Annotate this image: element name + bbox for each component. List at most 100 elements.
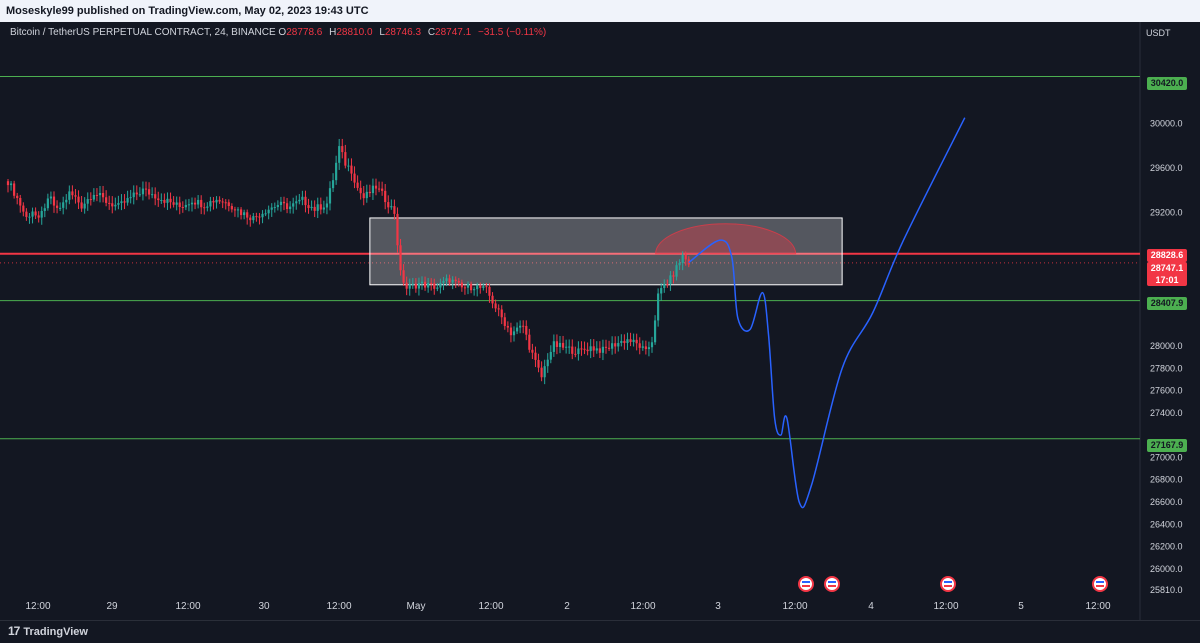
candle-body: [166, 198, 169, 203]
time-tick-label: 29: [106, 601, 118, 612]
time-tick-label: 12:00: [782, 601, 807, 612]
candle-body: [473, 289, 476, 291]
tradingview-mark-icon: 17: [8, 624, 20, 638]
candle-body: [31, 211, 34, 217]
candle-body: [151, 194, 154, 196]
candle-body: [362, 193, 365, 199]
candle-body: [479, 285, 482, 288]
candle-body: [350, 165, 353, 174]
candle-body: [457, 281, 460, 283]
candle-body: [341, 146, 344, 153]
candle-body: [534, 352, 537, 360]
candle-body: [338, 146, 341, 163]
current-price-tag: 28747.1 17:01: [1147, 262, 1187, 286]
candle-body: [178, 202, 181, 208]
candle-body: [368, 191, 371, 194]
current-price-value: 28747.1: [1150, 263, 1184, 273]
candle-body: [476, 285, 479, 290]
candle-body: [172, 202, 175, 205]
candle-body: [71, 191, 74, 196]
event-icons-layer: [798, 576, 1108, 592]
candle-body: [684, 254, 687, 260]
candle-body: [62, 202, 65, 208]
candle-body: [439, 282, 442, 288]
candle-body: [546, 359, 549, 367]
candle-body: [261, 213, 264, 218]
candle-body: [135, 192, 138, 195]
open-label: O: [278, 27, 287, 38]
symbol-legend: Bitcoin / TetherUS PERPETUAL CONTRACT, 2…: [10, 27, 550, 38]
candle-body: [279, 201, 283, 206]
candle-body: [157, 198, 160, 201]
time-tick-label: 2: [564, 601, 570, 612]
candle-body: [325, 203, 329, 208]
candle-body: [611, 343, 614, 349]
chart-pane: [0, 22, 1141, 620]
candle-body: [568, 346, 571, 348]
candle-body: [549, 351, 552, 360]
flag-circle: [940, 576, 956, 592]
candle-body: [644, 346, 647, 350]
candle-body: [22, 205, 25, 212]
candle-body: [574, 353, 577, 355]
candle-body: [565, 346, 568, 348]
flag-stripe: [944, 585, 952, 587]
us-flag-icon: [824, 576, 840, 592]
candle-body: [252, 216, 255, 221]
candle-body: [463, 287, 467, 289]
flag-circle: [798, 576, 814, 592]
candle-body: [193, 202, 197, 205]
candle-body: [276, 205, 279, 208]
candle-body: [154, 194, 157, 199]
candle-body: [52, 196, 56, 206]
candle-body: [190, 202, 194, 205]
candle-body: [580, 348, 583, 350]
candle-body: [270, 207, 273, 210]
candle-body: [522, 325, 525, 327]
candle-body: [40, 210, 43, 218]
candle-body: [273, 207, 276, 209]
candle-body: [92, 194, 95, 200]
candle-body: [417, 283, 421, 289]
price-tick-label: 26200.0: [1150, 542, 1183, 552]
price-tick-label: 27400.0: [1150, 408, 1183, 418]
high-value: 28810.0: [336, 27, 373, 38]
candle-body: [65, 199, 68, 203]
candle-body: [555, 341, 559, 347]
candle-body: [451, 279, 454, 283]
candle-body: [114, 204, 117, 207]
candle-body: [175, 202, 178, 205]
candle-body: [436, 287, 439, 289]
candle-body: [28, 216, 31, 218]
candle-body: [206, 206, 209, 208]
candle-body: [525, 325, 528, 335]
time-tick-label: 5: [1018, 601, 1024, 612]
candle-body: [68, 191, 71, 200]
candle-body: [282, 201, 286, 204]
price-tick-label: 26600.0: [1150, 497, 1183, 507]
candle-body: [255, 216, 258, 218]
candle-body: [224, 202, 227, 204]
candle-body: [531, 349, 534, 353]
flag-stripe: [1096, 585, 1104, 587]
candle-body: [129, 197, 132, 199]
candle-body: [669, 275, 672, 285]
candle-body: [595, 348, 598, 351]
candle-body: [132, 192, 135, 198]
candle-body: [322, 207, 325, 210]
tradingview-logo[interactable]: 17 TradingView: [8, 621, 88, 643]
close-value: 28747.1: [435, 27, 472, 38]
candle-body: [227, 202, 230, 207]
price-chart[interactable]: 30000.0 29600.0 29200.0 28000.0 27800.0 27600…: [0, 22, 1200, 620]
candle-body: [301, 196, 304, 200]
candle-body: [197, 199, 200, 205]
close-label: C: [427, 27, 436, 38]
candle-body: [411, 283, 414, 285]
candle-body: [6, 181, 10, 186]
projection-path: [688, 117, 966, 509]
candle-body: [34, 211, 37, 216]
candle-body: [101, 193, 105, 198]
candle-body: [353, 173, 356, 183]
candle-body: [552, 341, 555, 352]
candle-body: [592, 346, 595, 351]
